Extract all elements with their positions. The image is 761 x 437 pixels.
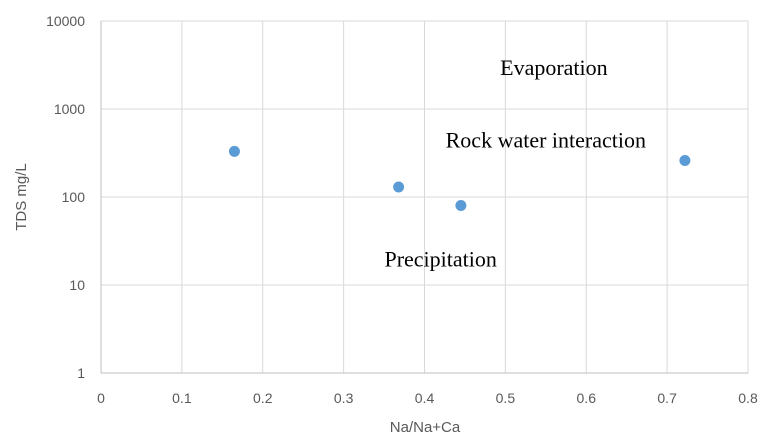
x-tick-label: 0.5: [496, 390, 516, 406]
x-tick-label: 0.7: [657, 390, 677, 406]
annotation-label: Rock water interaction: [446, 128, 646, 153]
x-tick-label: 0.6: [577, 390, 597, 406]
y-tick-label: 10: [69, 277, 85, 293]
data-point: [228, 145, 240, 157]
annotation-label: Precipitation: [384, 247, 496, 272]
y-tick-label: 1: [77, 365, 85, 381]
x-axis-title: Na/Na+Ca: [390, 419, 461, 436]
y-tick-labels: 1 10 100 1000 10000: [46, 13, 85, 381]
x-tick-label: 0.8: [738, 390, 758, 406]
x-tick-labels: 0 0.1 0.2 0.3 0.4 0.5 0.6 0.7 0.8: [97, 390, 758, 406]
x-tick-label: 0.3: [334, 390, 354, 406]
x-tick-label: 0: [97, 390, 105, 406]
x-tick-label: 0.1: [172, 390, 192, 406]
x-tick-label: 0.4: [415, 390, 435, 406]
axes: [100, 21, 748, 374]
y-axis-title: TDS mg/L: [13, 163, 30, 231]
annotations: Evaporation Rock water interaction Precipi…: [384, 55, 646, 271]
data-points: [228, 145, 691, 212]
x-tick-label: 0.2: [253, 390, 273, 406]
y-tick-label: 1000: [54, 101, 85, 117]
y-tick-label: 100: [62, 189, 86, 205]
y-tick-label: 10000: [46, 13, 85, 29]
gridlines: [101, 20, 749, 373]
data-point: [455, 200, 467, 212]
annotation-label: Evaporation: [500, 55, 608, 80]
data-point: [393, 181, 405, 193]
data-point: [679, 154, 691, 166]
